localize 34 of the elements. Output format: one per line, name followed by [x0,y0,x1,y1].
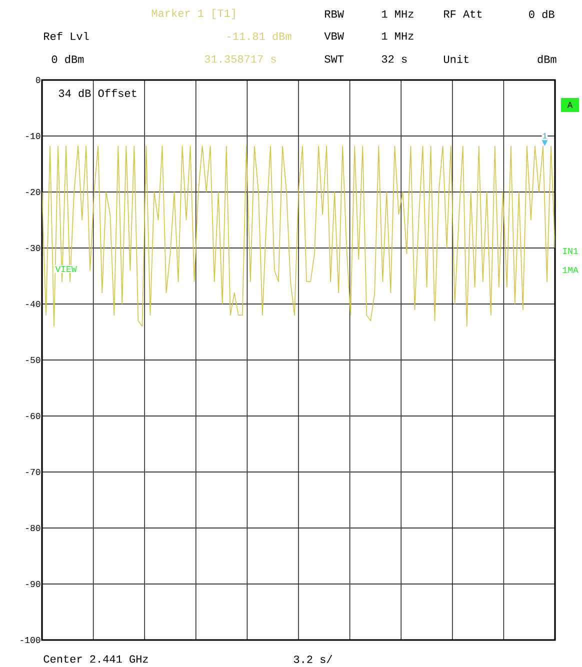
text: A [567,102,573,108]
text: SWT [324,55,344,63]
y-tick-label: -20 [26,188,40,196]
text: RBW [325,10,344,18]
text: 0 dBm [52,54,84,64]
text: 1MA [562,267,578,273]
y-tick-label: -100 [20,636,40,644]
y-tick-label: -50 [26,356,40,364]
text: dBm [538,54,556,64]
y-tick-label: -10 [26,132,40,140]
text: 31.358717 s [204,55,276,63]
text: Center 2.441 GHz [44,655,148,663]
y-tick-label: -90 [26,580,40,588]
annotation: 1 [542,133,547,138]
text: 32 s [382,55,407,63]
text: -11.81 dBm [228,32,292,40]
text: 0 dB [529,10,554,18]
y-tick-label: -30 [26,244,40,252]
text: Ref Lvl [44,32,89,40]
text: Marker 1 [T1] [152,8,235,20]
y-tick-label: -40 [26,300,40,308]
y-tick-label: -60 [26,412,40,420]
text: RF Att [444,10,482,18]
y-tick-label: -80 [26,524,40,532]
y-tick-label: 0 [36,76,40,84]
text: 1 MHz [382,10,414,18]
text: 1 MHz [382,32,414,40]
text: 3.2 s/ [294,654,332,664]
annotation: VIEW [55,266,77,272]
y-tick-label: -70 [26,468,40,476]
annotation: 34 dB Offset [58,88,136,98]
text: Unit [444,54,468,64]
text: VBW [324,32,344,40]
text: IN1 [563,248,578,254]
